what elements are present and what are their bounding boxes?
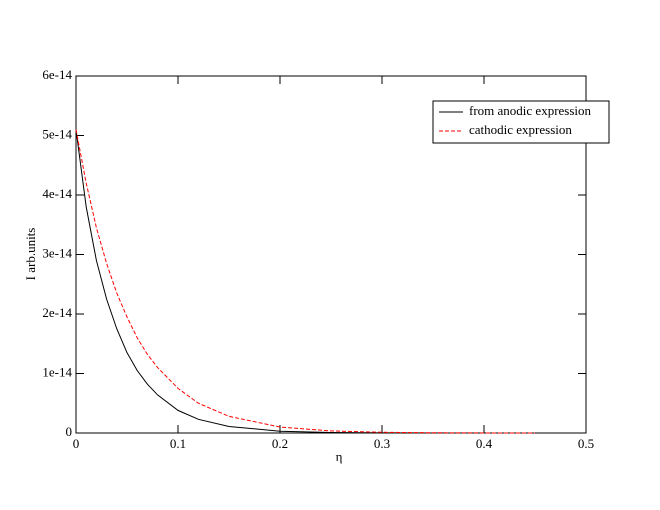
y-tick-label: 5e-14 <box>42 126 72 141</box>
x-axis-label: η <box>336 449 343 464</box>
x-tick-label: 0.5 <box>578 436 594 451</box>
y-tick-label: 6e-14 <box>42 67 72 82</box>
y-tick-label: 3e-14 <box>42 245 72 260</box>
legend-label: cathodic expression <box>469 122 572 137</box>
x-tick-label: 0 <box>73 436 80 451</box>
x-tick-label: 0.4 <box>476 436 493 451</box>
series-line <box>75 129 536 434</box>
y-axis-label: I arb.units <box>23 228 38 281</box>
y-tick-label: 2e-14 <box>42 305 72 320</box>
y-tick-label: 4e-14 <box>42 186 72 201</box>
legend-box <box>432 100 610 144</box>
series-line <box>75 129 536 434</box>
y-tick-label: 0 <box>66 424 73 439</box>
x-tick-label: 0.3 <box>374 436 390 451</box>
legend-label: from anodic expression <box>469 103 592 118</box>
x-tick-label: 0.1 <box>170 436 186 451</box>
y-tick-label: 1e-14 <box>42 364 72 379</box>
x-tick-label: 0.2 <box>272 436 288 451</box>
